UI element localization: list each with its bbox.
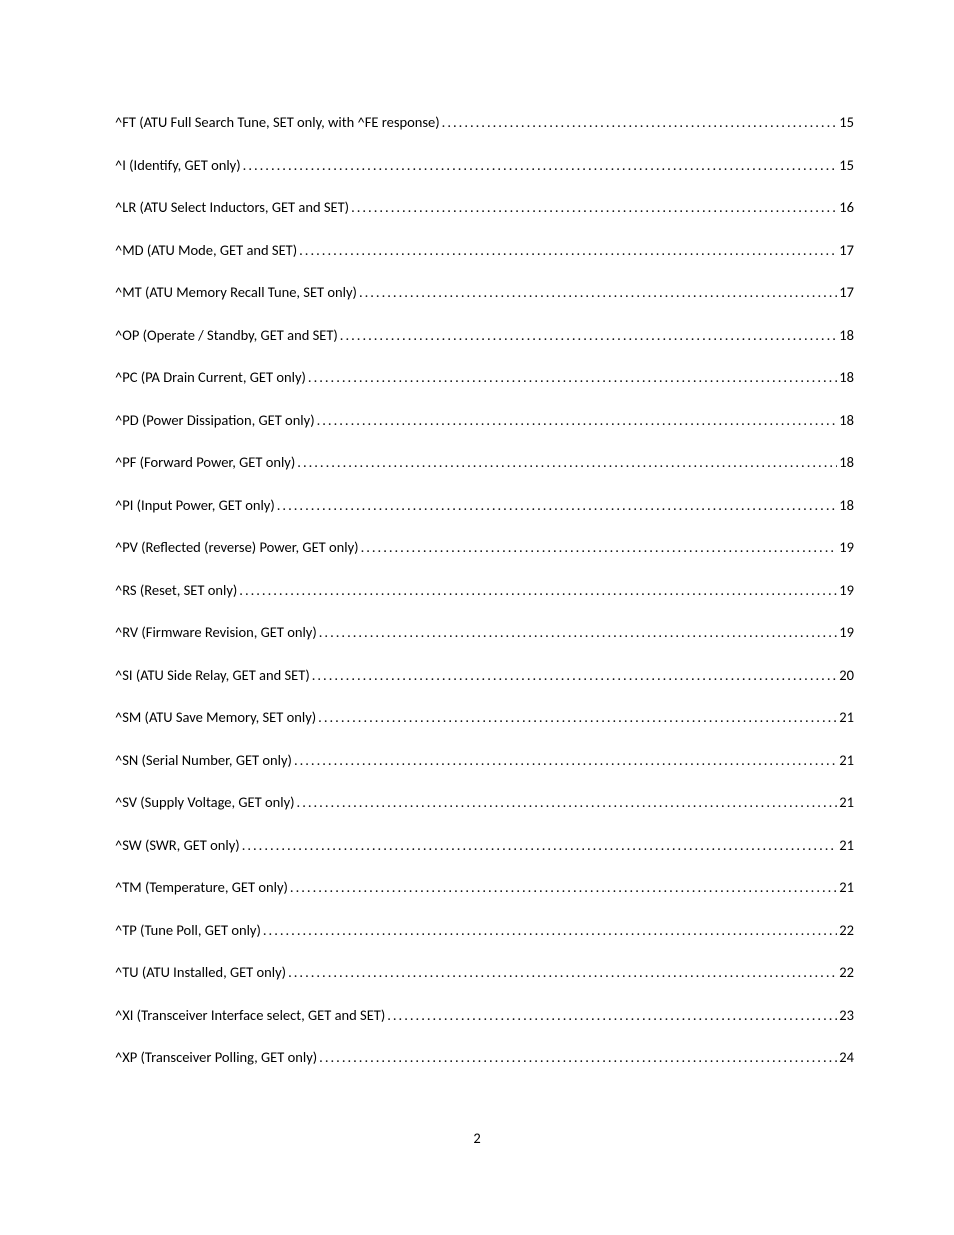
toc-entry[interactable]: ^TU (ATU Installed, GET only) 22 xyxy=(115,963,854,981)
toc-leader-dots xyxy=(295,453,837,471)
toc-entry-page: 18 xyxy=(837,453,854,471)
toc-leader-dots xyxy=(241,156,838,174)
toc-entry[interactable]: ^OP (Operate / Standby, GET and SET) 18 xyxy=(115,326,854,344)
toc-entry-label: ^I (Identify, GET only) xyxy=(115,156,241,174)
toc-entry-page: 18 xyxy=(837,368,854,386)
toc-entry-label: ^PV (Reflected (reverse) Power, GET only… xyxy=(115,538,359,556)
toc-entry[interactable]: ^SW (SWR, GET only) 21 xyxy=(115,836,854,854)
toc-leader-dots xyxy=(310,666,838,684)
toc-leader-dots xyxy=(292,751,837,769)
toc-entry-label: ^SW (SWR, GET only) xyxy=(115,836,240,854)
toc-entry[interactable]: ^PC (PA Drain Current, GET only) 18 xyxy=(115,368,854,386)
toc-entry-label: ^SV (Supply Voltage, GET only) xyxy=(115,793,295,811)
toc-entry-page: 21 xyxy=(837,836,854,854)
toc-entry[interactable]: ^XP (Transceiver Polling, GET only) 24 xyxy=(115,1048,854,1066)
toc-entry-page: 15 xyxy=(837,156,854,174)
toc-entry[interactable]: ^SV (Supply Voltage, GET only) 21 xyxy=(115,793,854,811)
toc-entry-page: 19 xyxy=(837,623,854,641)
toc-entry-label: ^PF (Forward Power, GET only) xyxy=(115,453,295,471)
toc-entry-label: ^XP (Transceiver Polling, GET only) xyxy=(115,1048,317,1066)
toc-entry-label: ^PC (PA Drain Current, GET only) xyxy=(115,368,306,386)
toc-list: ^FT (ATU Full Search Tune, SET only, wit… xyxy=(115,113,854,1066)
toc-leader-dots xyxy=(440,113,838,131)
toc-entry-page: 21 xyxy=(837,878,854,896)
toc-entry-page: 17 xyxy=(837,283,854,301)
toc-leader-dots xyxy=(349,198,837,216)
toc-entry-page: 18 xyxy=(837,326,854,344)
toc-entry[interactable]: ^MD (ATU Mode, GET and SET) 17 xyxy=(115,241,854,259)
toc-leader-dots xyxy=(288,878,837,896)
toc-entry[interactable]: ^PF (Forward Power, GET only) 18 xyxy=(115,453,854,471)
toc-leader-dots xyxy=(261,921,837,939)
toc-entry-page: 16 xyxy=(837,198,854,216)
toc-leader-dots xyxy=(237,581,837,599)
toc-entry-label: ^TM (Temperature, GET only) xyxy=(115,878,288,896)
toc-leader-dots xyxy=(385,1006,837,1024)
toc-entry-label: ^XI (Transceiver Interface select, GET a… xyxy=(115,1006,385,1024)
toc-entry[interactable]: ^SM (ATU Save Memory, SET only) 21 xyxy=(115,708,854,726)
toc-leader-dots xyxy=(359,538,838,556)
toc-entry-page: 20 xyxy=(837,666,854,684)
toc-entry-label: ^SN (Serial Number, GET only) xyxy=(115,751,292,769)
toc-leader-dots xyxy=(315,411,838,429)
toc-entry-label: ^SI (ATU Side Relay, GET and SET) xyxy=(115,666,310,684)
toc-entry-label: ^FT (ATU Full Search Tune, SET only, wit… xyxy=(115,113,440,131)
toc-entry-page: 18 xyxy=(837,411,854,429)
toc-entry[interactable]: ^SN (Serial Number, GET only) 21 xyxy=(115,751,854,769)
toc-leader-dots xyxy=(240,836,838,854)
toc-entry-label: ^OP (Operate / Standby, GET and SET) xyxy=(115,326,338,344)
toc-entry[interactable]: ^SI (ATU Side Relay, GET and SET) 20 xyxy=(115,666,854,684)
toc-leader-dots xyxy=(306,368,837,386)
toc-entry[interactable]: ^TM (Temperature, GET only) 21 xyxy=(115,878,854,896)
toc-leader-dots xyxy=(316,708,837,726)
toc-entry-page: 24 xyxy=(837,1048,854,1066)
toc-entry[interactable]: ^TP (Tune Poll, GET only) 22 xyxy=(115,921,854,939)
toc-entry[interactable]: ^MT (ATU Memory Recall Tune, SET only) 17 xyxy=(115,283,854,301)
toc-entry-label: ^RS (Reset, SET only) xyxy=(115,581,237,599)
toc-entry-page: 21 xyxy=(837,708,854,726)
toc-entry-page: 21 xyxy=(837,793,854,811)
toc-entry-label: ^LR (ATU Select Inductors, GET and SET) xyxy=(115,198,349,216)
toc-entry[interactable]: ^PI (Input Power, GET only) 18 xyxy=(115,496,854,514)
toc-entry-page: 23 xyxy=(837,1006,854,1024)
toc-entry[interactable]: ^RV (Firmware Revision, GET only) 19 xyxy=(115,623,854,641)
toc-entry-label: ^MD (ATU Mode, GET and SET) xyxy=(115,241,297,259)
toc-entry[interactable]: ^FT (ATU Full Search Tune, SET only, wit… xyxy=(115,113,854,131)
toc-entry-label: ^SM (ATU Save Memory, SET only) xyxy=(115,708,316,726)
toc-entry-page: 18 xyxy=(837,496,854,514)
toc-entry-label: ^MT (ATU Memory Recall Tune, SET only) xyxy=(115,283,357,301)
toc-leader-dots xyxy=(338,326,838,344)
toc-entry-page: 19 xyxy=(837,538,854,556)
toc-entry-page: 21 xyxy=(837,751,854,769)
toc-entry-page: 15 xyxy=(837,113,854,131)
toc-leader-dots xyxy=(295,793,838,811)
toc-entry-label: ^PI (Input Power, GET only) xyxy=(115,496,275,514)
page-number: 2 xyxy=(0,1129,954,1147)
document-page: ^FT (ATU Full Search Tune, SET only, wit… xyxy=(0,0,954,1235)
toc-entry[interactable]: ^PD (Power Dissipation, GET only) 18 xyxy=(115,411,854,429)
toc-entry[interactable]: ^PV (Reflected (reverse) Power, GET only… xyxy=(115,538,854,556)
toc-leader-dots xyxy=(317,1048,837,1066)
toc-entry-page: 22 xyxy=(837,921,854,939)
toc-leader-dots xyxy=(275,496,838,514)
toc-entry[interactable]: ^XI (Transceiver Interface select, GET a… xyxy=(115,1006,854,1024)
toc-leader-dots xyxy=(286,963,837,981)
toc-entry-label: ^TP (Tune Poll, GET only) xyxy=(115,921,261,939)
toc-entry[interactable]: ^I (Identify, GET only) 15 xyxy=(115,156,854,174)
toc-entry[interactable]: ^LR (ATU Select Inductors, GET and SET) 1… xyxy=(115,198,854,216)
toc-entry-page: 22 xyxy=(837,963,854,981)
toc-entry-label: ^PD (Power Dissipation, GET only) xyxy=(115,411,315,429)
toc-leader-dots xyxy=(357,283,837,301)
toc-entry-page: 17 xyxy=(837,241,854,259)
toc-entry-label: ^TU (ATU Installed, GET only) xyxy=(115,963,286,981)
toc-leader-dots xyxy=(297,241,837,259)
toc-entry[interactable]: ^RS (Reset, SET only) 19 xyxy=(115,581,854,599)
toc-entry-page: 19 xyxy=(837,581,854,599)
toc-leader-dots xyxy=(317,623,838,641)
toc-entry-label: ^RV (Firmware Revision, GET only) xyxy=(115,623,317,641)
